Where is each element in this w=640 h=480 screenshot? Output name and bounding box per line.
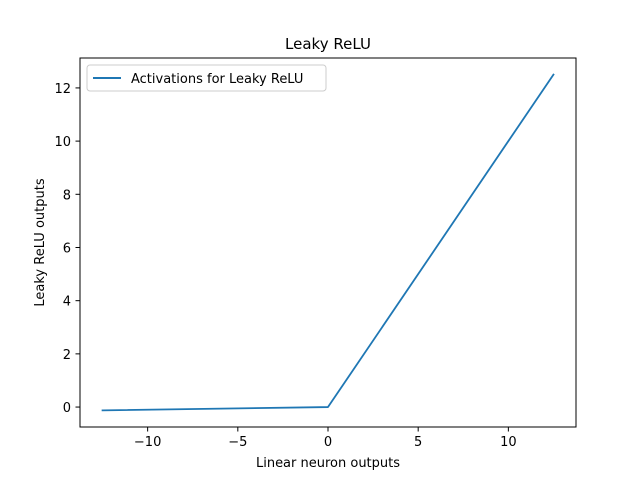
y-tick-label: 6 (63, 241, 71, 256)
series-group (101, 73, 555, 412)
x-axis-ticks: −10 −5 0 5 10 (134, 427, 517, 450)
y-tick-label: 8 (63, 188, 71, 203)
y-tick-label: 4 (63, 295, 71, 310)
x-axis-label: Linear neuron outputs (256, 456, 400, 471)
plot-area: −10 −5 0 5 10 0 2 4 6 8 10 12 (54, 57, 577, 450)
x-tick-label: −5 (228, 435, 247, 450)
chart-title: Leaky ReLU (285, 35, 371, 53)
x-tick-label: −10 (134, 435, 161, 450)
y-tick-label: 0 (63, 401, 71, 416)
x-tick-label: 0 (324, 435, 332, 450)
x-tick-label: 5 (414, 435, 422, 450)
legend-box (86, 64, 327, 92)
y-axis-label: Leaky ReLU outputs (33, 178, 48, 306)
y-tick-label: 2 (63, 348, 71, 363)
y-tick-label: 10 (54, 135, 71, 150)
y-tick-label: 12 (54, 82, 71, 97)
y-axis-ticks: 0 2 4 6 8 10 12 (54, 82, 80, 416)
legend-entry-label: Activations for Leaky ReLU (131, 72, 303, 87)
x-tick-label: 10 (500, 435, 517, 450)
series-line (101, 73, 555, 412)
legend: Activations for Leaky ReLU (86, 64, 327, 92)
